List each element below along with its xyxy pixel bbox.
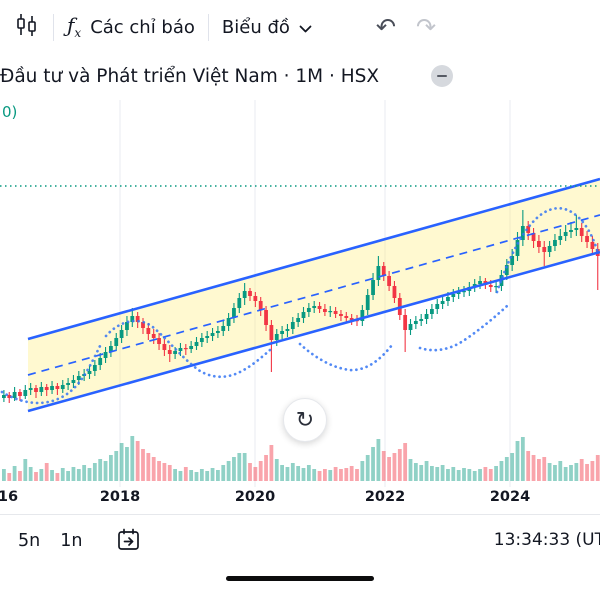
toolbar-divider [53, 13, 54, 41]
redo-icon: ↷ [416, 13, 437, 41]
collapse-legend-button[interactable] [431, 65, 453, 87]
chevron-down-icon [299, 17, 312, 38]
bottom-toolbar: 5n 1n 13:34:33 (UT [0, 514, 600, 567]
chart-type-button[interactable] [10, 6, 44, 49]
fx-icon: ƒx [67, 13, 82, 40]
x-axis-label: 16 [0, 489, 19, 505]
refresh-icon: ↻ [295, 407, 315, 432]
home-indicator-bar[interactable] [226, 576, 374, 581]
calendar-icon [116, 527, 141, 555]
symbol-title[interactable]: Đầu tư và Phát triển Việt Nam · 1M · HSX [0, 65, 380, 87]
candlestick-chart-icon [14, 12, 40, 43]
toolbar-divider [207, 13, 209, 41]
go-to-date-button[interactable] [112, 523, 145, 559]
reset-chart-button[interactable]: ↻ [283, 398, 327, 442]
indicators-button[interactable]: ƒx Các chỉ báo [63, 9, 199, 45]
x-axis-label: 2020 [234, 489, 276, 505]
clock-text: 13:34:33 (UT [493, 530, 600, 550]
time-axis[interactable]: 16 2018 2020 2022 2024 [0, 487, 600, 513]
symbol-row[interactable]: Đầu tư và Phát triển Việt Nam · 1M · HSX [0, 54, 600, 98]
layout-label: Biểu đồ [221, 16, 290, 38]
indicators-label: Các chỉ báo [90, 16, 195, 38]
home-indicator-area [0, 567, 600, 600]
minus-icon [437, 74, 447, 78]
redo-button[interactable]: ↷ [410, 11, 442, 44]
timeframe-button-1n[interactable]: 1n [50, 527, 92, 555]
top-toolbar: ƒx Các chỉ báo Biểu đồ ↶ ↷ [0, 0, 600, 55]
undo-button[interactable]: ↶ [370, 11, 402, 44]
undo-icon: ↶ [375, 13, 397, 41]
x-axis-label: 2018 [99, 489, 141, 505]
layout-button[interactable]: Biểu đồ [218, 11, 316, 44]
legend-value-fragment: 0) [2, 103, 18, 121]
x-axis-label: 2022 [364, 489, 406, 505]
timeframe-button-5n[interactable]: 5n [8, 527, 50, 555]
x-axis-label: 2024 [489, 489, 531, 505]
